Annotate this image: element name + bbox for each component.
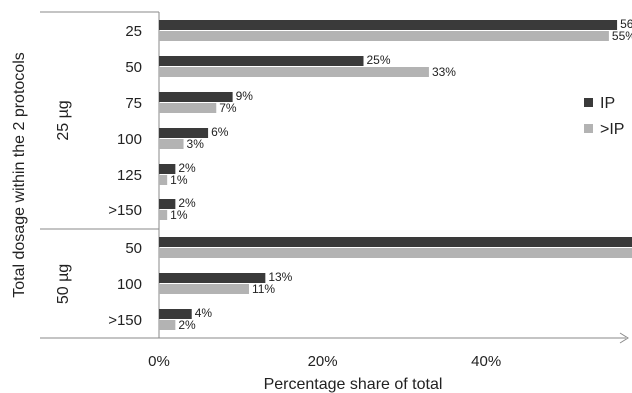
data-label-series-1: 25% <box>367 53 391 67</box>
data-label-series-1: 9% <box>236 89 254 103</box>
bar-series-2 <box>159 103 217 113</box>
y-axis-title: Total dosage within the 2 protocols <box>11 52 28 297</box>
x-tick-label: 40% <box>471 353 501 370</box>
x-tick-label: 0% <box>148 353 170 370</box>
category-label: 75 <box>125 95 142 112</box>
bar-series-2 <box>159 31 609 41</box>
data-label-series-1: 56% <box>620 17 632 31</box>
bar-series-2 <box>159 175 168 185</box>
legend-swatch-series-1 <box>584 98 593 107</box>
bar-series-1 <box>159 309 192 319</box>
x-axis-arrow <box>619 332 629 344</box>
category-label: 50 <box>125 59 142 76</box>
data-label-series-1: 2% <box>178 196 196 210</box>
group-label: 50 µg <box>55 264 72 304</box>
bar-series-1 <box>159 20 618 30</box>
data-label-series-1: 2% <box>178 161 196 175</box>
x-tick-label: 20% <box>308 353 338 370</box>
data-label-series-2: 7% <box>219 101 237 115</box>
data-label-series-2: 55% <box>612 29 632 43</box>
bar-series-2 <box>159 67 429 77</box>
category-label: >150 <box>108 202 142 219</box>
bar-series-1 <box>159 273 266 283</box>
legend-label-series-2: >IP <box>600 121 624 138</box>
group-label: 25 µg <box>55 100 72 140</box>
data-label-series-2: 11% <box>252 282 275 296</box>
category-label: 25 <box>125 23 142 40</box>
category-label: 100 <box>117 276 142 293</box>
data-label-series-1: 4% <box>195 306 213 320</box>
bar-series-1 <box>159 164 176 174</box>
data-label-series-1: 6% <box>211 125 229 139</box>
category-label: 125 <box>117 167 142 184</box>
x-axis-title: Percentage share of total <box>264 376 443 393</box>
category-label: >150 <box>108 312 142 329</box>
category-label: 100 <box>117 131 142 148</box>
bar-series-2 <box>159 248 632 258</box>
bar-series-1 <box>159 199 176 209</box>
bar-series-2 <box>159 284 249 294</box>
bar-series-1 <box>159 56 364 66</box>
data-label-series-2: 3% <box>187 137 205 151</box>
bar-series-2 <box>159 210 168 220</box>
data-label-series-2: 33% <box>432 65 456 79</box>
data-label-series-2: 2% <box>178 318 196 332</box>
category-label: 50 <box>125 240 142 257</box>
legend-swatch-series-2 <box>584 124 593 133</box>
data-label-series-2: 1% <box>170 208 188 222</box>
data-label-series-1: 13% <box>268 270 292 284</box>
bar-series-2 <box>159 139 184 149</box>
bar-series-1 <box>159 128 209 138</box>
bar-series-2 <box>159 320 176 330</box>
bar-series-1 <box>159 237 632 247</box>
legend-label-series-1: IP <box>600 95 615 112</box>
bar-series-1 <box>159 92 233 102</box>
data-label-series-2: 1% <box>170 173 188 187</box>
